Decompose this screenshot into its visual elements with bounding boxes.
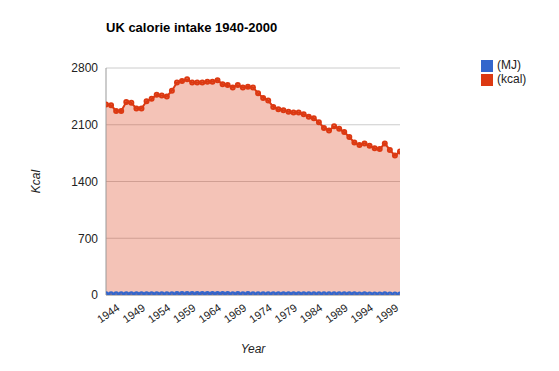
svg-text:1994: 1994 xyxy=(348,301,375,325)
svg-text:1999: 1999 xyxy=(374,301,401,325)
svg-text:1984: 1984 xyxy=(298,301,325,325)
html-text:UK calorie intake 1940-2000: UK calorie intake 1940-2000 xyxy=(106,20,278,35)
svg-text:Kcal: Kcal xyxy=(29,169,43,193)
svg-text:Year: Year xyxy=(241,342,267,356)
svg-text:1979: 1979 xyxy=(272,301,299,325)
svg-text:1400: 1400 xyxy=(71,175,98,189)
svg-text:2800: 2800 xyxy=(71,61,98,75)
svg-text:1964: 1964 xyxy=(196,301,223,325)
svg-text:1974: 1974 xyxy=(247,301,274,325)
svg-text:0: 0 xyxy=(91,288,98,302)
svg-text:700: 700 xyxy=(78,232,98,246)
svg-text:1944: 1944 xyxy=(95,301,122,325)
html-text:(MJ): (MJ) xyxy=(497,58,521,72)
svg-text:1969: 1969 xyxy=(222,301,249,325)
svg-text:1989: 1989 xyxy=(323,301,350,325)
svg-text:1959: 1959 xyxy=(171,301,198,325)
svg-text:2100: 2100 xyxy=(71,118,98,132)
svg-text:1954: 1954 xyxy=(146,301,173,325)
html-text:(kcal): (kcal) xyxy=(497,72,527,86)
svg-text:1949: 1949 xyxy=(120,301,147,325)
